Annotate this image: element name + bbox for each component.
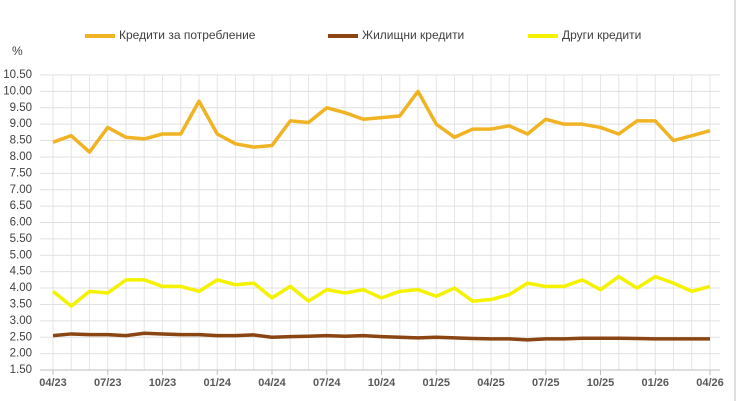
y-tick-label: 3.00 bbox=[10, 315, 32, 327]
y-tick-label: 5.00 bbox=[10, 249, 32, 261]
y-tick-label: 8.00 bbox=[10, 151, 32, 163]
y-axis-label: % bbox=[12, 44, 23, 58]
y-tick-label: 6.00 bbox=[10, 217, 32, 229]
x-tick-label: 04/24 bbox=[258, 377, 286, 389]
x-tick-label: 10/25 bbox=[587, 377, 615, 389]
x-tick-label: 07/23 bbox=[94, 377, 122, 389]
x-tick-label: 01/26 bbox=[641, 377, 669, 389]
y-tick-label: 5.50 bbox=[10, 233, 32, 245]
x-tick-label: 10/23 bbox=[149, 377, 177, 389]
x-tick-label: 04/26 bbox=[696, 377, 724, 389]
y-tick-label: 7.00 bbox=[10, 184, 32, 196]
x-tick-label: 01/25 bbox=[422, 377, 450, 389]
x-tick-label: 10/24 bbox=[368, 377, 396, 389]
x-tick-label: 01/24 bbox=[203, 377, 231, 389]
y-tick-label: 8.50 bbox=[10, 135, 32, 147]
series-line bbox=[51, 274, 711, 308]
y-tick-label: 4.00 bbox=[10, 282, 32, 294]
y-tick-label: 10.00 bbox=[3, 85, 32, 97]
y-tick-label: 7.50 bbox=[10, 167, 32, 179]
x-tick-label: 04/25 bbox=[477, 377, 505, 389]
x-tick-label: 04/23 bbox=[39, 377, 67, 389]
legend-label: Жилищни кредити bbox=[362, 28, 464, 42]
y-tick-label: 2.00 bbox=[10, 348, 32, 360]
legend-label: Други кредити bbox=[562, 28, 641, 42]
y-tick-label: 10.50 bbox=[3, 69, 32, 81]
series-line bbox=[52, 89, 711, 154]
x-tick-label: 07/25 bbox=[532, 377, 560, 389]
y-tick-label: 9.00 bbox=[10, 118, 32, 130]
y-tick-label: 4.50 bbox=[10, 266, 32, 278]
y-tick-label: 6.50 bbox=[10, 200, 32, 212]
legend-label: Кредити за потребление bbox=[119, 28, 256, 42]
y-tick-label: 3.50 bbox=[10, 298, 32, 310]
y-tick-label: 9.50 bbox=[10, 102, 32, 114]
x-tick-label: 07/24 bbox=[313, 377, 341, 389]
series-line bbox=[52, 331, 710, 342]
y-tick-label: 2.50 bbox=[10, 331, 32, 343]
y-tick-label: 1.50 bbox=[10, 364, 32, 376]
